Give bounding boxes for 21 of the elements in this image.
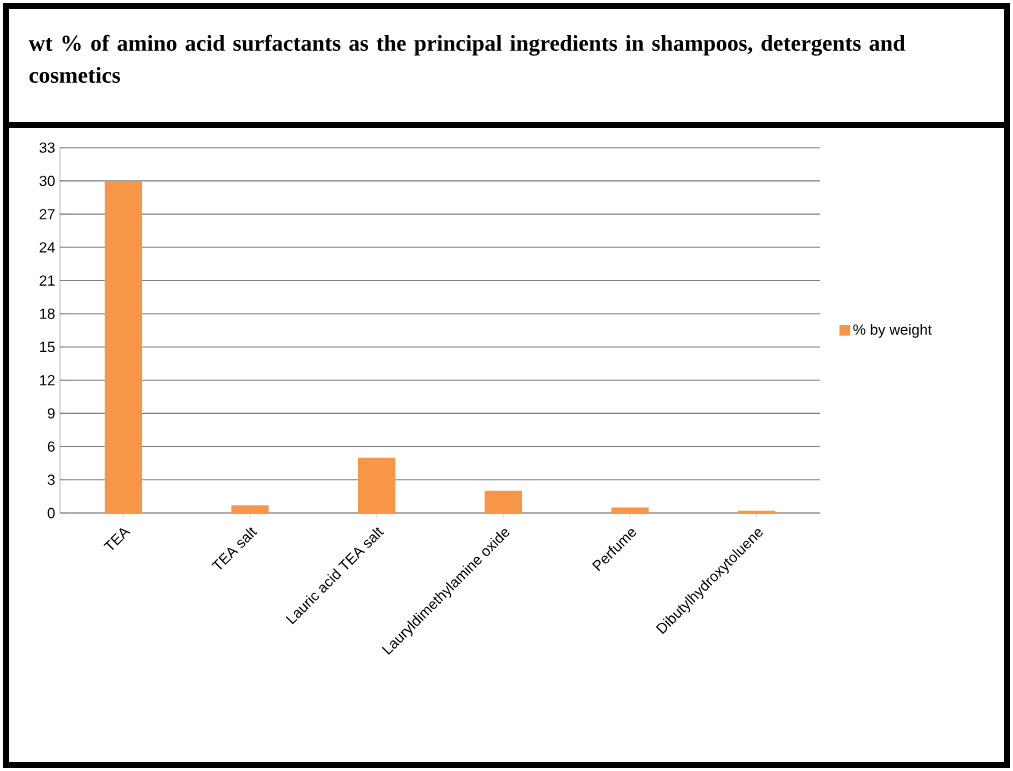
y-tick-label: 24: [39, 242, 55, 253]
y-tick-label: 33: [39, 142, 55, 153]
y-tick-label: 0: [47, 507, 55, 519]
y-tick-label: 6: [47, 441, 55, 452]
y-tick-label: 3: [47, 474, 55, 485]
x-tick-label: TEA salt: [211, 527, 258, 570]
y-tick-label: 27: [39, 208, 55, 220]
legend-label: % by weight: [853, 324, 932, 338]
bar: [611, 507, 649, 514]
y-tick-label: 15: [40, 341, 55, 353]
bar: [484, 490, 522, 514]
y-tick-label: 9: [47, 408, 55, 419]
y-tick-label: 18: [40, 308, 55, 319]
chart-title: wt % of amino acid surfactants as the principal ingredients in shampoos, detergents and cosmetics: [28, 34, 906, 83]
bar: [231, 505, 269, 514]
bar: [104, 180, 142, 514]
bar: [358, 457, 396, 514]
y-tick-label: 30: [39, 175, 55, 187]
x-tick-label: TEA: [103, 528, 131, 550]
y-tick-label: 12: [40, 375, 55, 386]
y-tick-label: 21: [39, 275, 55, 286]
